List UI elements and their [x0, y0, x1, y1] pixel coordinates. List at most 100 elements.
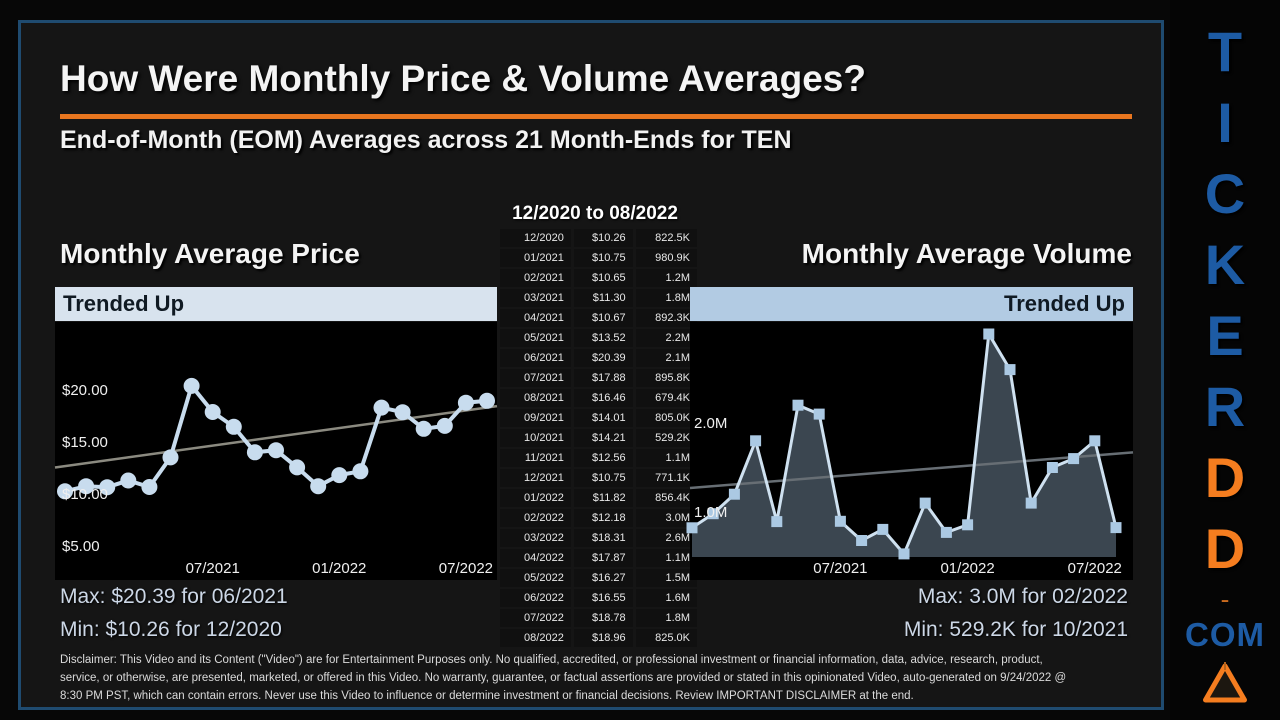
month-cell: 01/2021: [500, 249, 571, 267]
price-cell: $16.55: [573, 589, 633, 607]
table-row: 02/2022 $12.18 3.0M: [500, 509, 697, 527]
table-row: 06/2021 $20.39 2.1M: [500, 349, 697, 367]
table-row: 01/2021 $10.75 980.9K: [500, 249, 697, 267]
month-cell: 03/2022: [500, 529, 571, 547]
table-row: 07/2021 $17.88 895.8K: [500, 369, 697, 387]
month-cell: 07/2021: [500, 369, 571, 387]
volume-cell: 1.1M: [635, 549, 697, 567]
brand-com-label: COM: [1185, 616, 1265, 653]
month-cell: 05/2022: [500, 569, 571, 587]
table-row: 07/2022 $18.78 1.8M: [500, 609, 697, 627]
svg-text:$15.00: $15.00: [62, 434, 108, 451]
svg-text:07/2021: 07/2021: [186, 560, 240, 577]
price-cell: $16.46: [573, 389, 633, 407]
brand-letter: I: [1217, 91, 1233, 154]
month-cell: 06/2022: [500, 589, 571, 607]
month-cell: 10/2021: [500, 429, 571, 447]
svg-text:$10.00: $10.00: [62, 486, 108, 503]
table-row: 05/2021 $13.52 2.2M: [500, 329, 697, 347]
price-max-stat: Max: $20.39 for 06/2021: [60, 585, 288, 608]
volume-cell: 822.5K: [635, 229, 697, 247]
volume-min-stat: Min: 529.2K for 10/2021: [903, 618, 1128, 641]
svg-text:07/2022: 07/2022: [1068, 560, 1122, 577]
brand-dot: .: [1219, 586, 1232, 602]
price-cell: $14.21: [573, 429, 633, 447]
volume-cell: 1.5M: [635, 569, 697, 587]
table-row: 09/2021 $14.01 805.0K: [500, 409, 697, 427]
volume-trend-banner: Trended Up: [690, 287, 1133, 321]
month-cell: 04/2022: [500, 549, 571, 567]
table-row: 11/2021 $12.56 1.1M: [500, 449, 697, 467]
price-cell: $18.78: [573, 609, 633, 627]
tickerdd-triangle-logo-icon: [1202, 662, 1248, 709]
month-cell: 12/2020: [500, 229, 571, 247]
volume-cell: 980.9K: [635, 249, 697, 267]
month-cell: 07/2022: [500, 609, 571, 627]
month-cell: 06/2021: [500, 349, 571, 367]
month-cell: 05/2021: [500, 329, 571, 347]
price-cell: $14.01: [573, 409, 633, 427]
svg-text:1.0M: 1.0M: [694, 504, 727, 521]
volume-cell: 2.2M: [635, 329, 697, 347]
price-cell: $11.30: [573, 289, 633, 307]
table-row: 03/2022 $18.31 2.6M: [500, 529, 697, 547]
price-cell: $18.31: [573, 529, 633, 547]
price-trend-banner: Trended Up: [55, 287, 497, 321]
page-title: How Were Monthly Price & Volume Averages…: [60, 58, 866, 99]
table-row: 06/2022 $16.55 1.6M: [500, 589, 697, 607]
svg-text:01/2022: 01/2022: [940, 560, 994, 577]
brand-letter: K: [1204, 233, 1246, 296]
volume-cell: 679.4K: [635, 389, 697, 407]
volume-cell: 529.2K: [635, 429, 697, 447]
price-cell: $16.27: [573, 569, 633, 587]
table-row: 10/2021 $14.21 529.2K: [500, 429, 697, 447]
accent-divider: [60, 114, 1132, 119]
month-cell: 09/2021: [500, 409, 571, 427]
month-cell: 01/2022: [500, 489, 571, 507]
table-row: 04/2022 $17.87 1.1M: [500, 549, 697, 567]
price-cell: $10.65: [573, 269, 633, 287]
price-cell: $10.75: [573, 469, 633, 487]
volume-cell: 1.8M: [635, 289, 697, 307]
brand-letter: R: [1204, 375, 1246, 438]
month-cell: 08/2021: [500, 389, 571, 407]
svg-text:07/2022: 07/2022: [439, 560, 493, 577]
eom-table-body: 12/2020 $10.26 822.5K 01/2021 $10.75 980.9K 02…: [500, 229, 697, 647]
price-chart-svg: $20.00 $15.00 $10.00 $5.00 07/2021 01/2022 07/…: [54, 377, 498, 577]
volume-cell: 895.8K: [635, 369, 697, 387]
price-cell: $10.26: [573, 229, 633, 247]
price-cell: $17.88: [573, 369, 633, 387]
volume-cell: 3.0M: [635, 509, 697, 527]
price-section-title: Monthly Average Price: [60, 238, 360, 269]
volume-cell: 1.1M: [635, 449, 697, 467]
price-cell: $17.87: [573, 549, 633, 567]
volume-cell: 2.6M: [635, 529, 697, 547]
volume-cell: 771.1K: [635, 469, 697, 487]
price-cell: $12.56: [573, 449, 633, 467]
brand-letter: T: [1207, 20, 1243, 83]
month-cell: 03/2021: [500, 289, 571, 307]
price-cell: $10.75: [573, 249, 633, 267]
disclaimer-text: Disclaimer: This Video and its Content (…: [60, 654, 1067, 702]
table-row: 08/2021 $16.46 679.4K: [500, 389, 697, 407]
month-cell: 08/2022: [500, 629, 571, 647]
brand-letter: E: [1206, 304, 1244, 367]
volume-cell: 1.8M: [635, 609, 697, 627]
price-cell: $20.39: [573, 349, 633, 367]
table-row: 12/2021 $10.75 771.1K: [500, 469, 697, 487]
price-min-stat: Min: $10.26 for 12/2020: [60, 618, 282, 641]
month-cell: 02/2022: [500, 509, 571, 527]
price-cell: $13.52: [573, 329, 633, 347]
price-cell: $12.18: [573, 509, 633, 527]
brand-letter: D: [1204, 517, 1246, 580]
volume-section-title: Monthly Average Volume: [801, 238, 1132, 269]
volume-cell: 825.0K: [635, 629, 697, 647]
volume-cell: 1.2M: [635, 269, 697, 287]
price-cell: $11.82: [573, 489, 633, 507]
price-chart: $20.00 $15.00 $10.00 $5.00 07/2021 01/2022 07/…: [54, 322, 498, 580]
volume-cell: 892.3K: [635, 309, 697, 327]
price-cell: $18.96: [573, 629, 633, 647]
